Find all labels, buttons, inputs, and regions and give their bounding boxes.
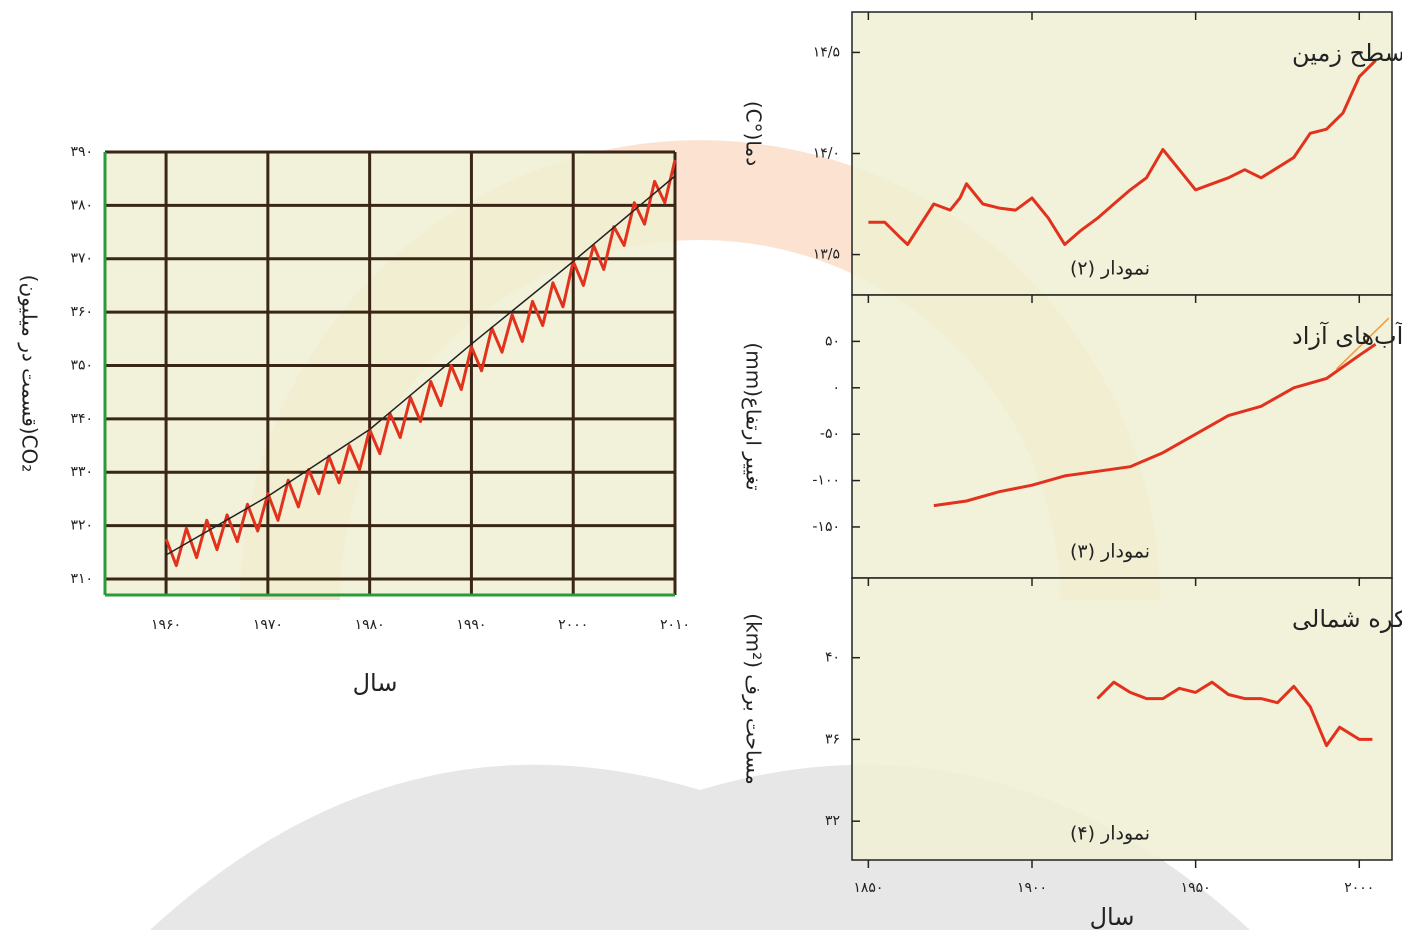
x-tick-label: ۱۹۷۰ xyxy=(253,617,283,633)
x-axis-label: سال xyxy=(353,669,398,697)
y-tick-label: ۱۴/۵ xyxy=(813,44,840,60)
annotation: نمودار (۲) xyxy=(1070,258,1150,280)
y-tick-label: ۳۹۰ xyxy=(70,144,93,160)
y-tick-label: -۵۰ xyxy=(820,426,840,442)
y-axis-label: CO₂(قسمت در میلیون) xyxy=(18,275,42,473)
x-tick-label: ۲۰۰۰ xyxy=(558,617,588,633)
chart-title: میانگین جهانی سطح آب‌های آزاد xyxy=(1292,321,1402,350)
data-line xyxy=(868,59,1377,246)
x-tick-label: ۱۸۵۰ xyxy=(853,880,883,896)
y-tick-label: ۳۲ xyxy=(825,813,840,829)
y-tick-label: ۱۴/۰ xyxy=(813,146,840,162)
data-line xyxy=(164,159,677,568)
x-tick-label: ۲۰۱۰ xyxy=(660,617,690,633)
x-tick-label: ۱۹۶۰ xyxy=(151,617,181,633)
x-tick-label: ۱۹۵۰ xyxy=(1181,880,1211,896)
plot-area xyxy=(851,294,1393,579)
y-axis-label: مساحت برف (km²) xyxy=(742,613,766,784)
x-tick-label: ۱۹۰۰ xyxy=(1017,880,1047,896)
plot-area xyxy=(851,577,1393,861)
chart: -۱۵۰ -۱۰۰ -۵۰ ۰ ۵۰ میانگین جهانی سطح آب‌های آ… xyxy=(742,294,1402,579)
data-line xyxy=(165,175,676,556)
chart-title: مساحت برف در نیمکره شمالی xyxy=(1292,605,1402,633)
data-line xyxy=(933,342,1377,508)
data-line xyxy=(1335,317,1390,370)
x-tick-label: ۲۰۰۰ xyxy=(1344,880,1374,896)
y-tick-label: ۳۷۰ xyxy=(70,251,93,267)
y-tick-label: -۱۰۰ xyxy=(812,473,840,489)
y-tick-label: ۳۳۰ xyxy=(70,464,93,480)
plot-area xyxy=(105,152,675,595)
y-tick-label: ۳۲۰ xyxy=(70,518,93,534)
y-tick-label: ۳۶ xyxy=(825,731,840,747)
y-tick-label: ۳۵۰ xyxy=(70,357,93,373)
y-tick-label: ۳۶۰ xyxy=(70,304,93,320)
y-axis-label: دما(°C) xyxy=(742,101,766,166)
x-axis-label: سال xyxy=(1090,903,1135,931)
y-tick-label: ۳۴۰ xyxy=(70,411,93,427)
y-tick-label: ۳۸۰ xyxy=(70,197,93,213)
data-line xyxy=(1096,680,1373,748)
y-tick-label: -۱۵۰ xyxy=(812,519,840,535)
chart-title: میانگین جهانی دمای سطح زمین xyxy=(1292,39,1402,67)
chart: ۳۲ ۳۶ ۴۰ ۱۸۵۰ ۱۹۰۰ ۱۹۵۰ ۲۰۰۰ مساحت برف در نیمکر… xyxy=(742,12,1402,931)
y-tick-label: ۳۱۰ xyxy=(70,571,93,587)
y-tick-label: ۵۰ xyxy=(825,333,840,349)
chart: ۳۱۰ ۳۲۰ ۳۳۰ ۳۴۰ ۳۵۰ ۳۶۰ ۳۷۰ ۳۸۰ ۳۹۰ ۱۹۶۰ ۱۹۷۰ ۱۹۸۰ ۱… xyxy=(18,144,691,697)
chart: ۱۳/۵ ۱۴/۰ ۱۴/۵ میانگین جهانی دمای سطح زمین ن… xyxy=(742,11,1402,296)
x-tick-label: ۱۹۹۰ xyxy=(456,617,486,633)
y-axis-label: تغییر ارتفاع(mm) xyxy=(742,342,766,490)
y-tick-label: ۴۰ xyxy=(825,650,840,666)
y-tick-label: ۰ xyxy=(832,380,840,396)
annotation: نمودار (۳) xyxy=(1070,541,1150,563)
y-tick-label: ۱۳/۵ xyxy=(813,247,840,263)
annotation: نمودار (۴) xyxy=(1070,823,1150,845)
x-tick-label: ۱۹۸۰ xyxy=(355,617,385,633)
